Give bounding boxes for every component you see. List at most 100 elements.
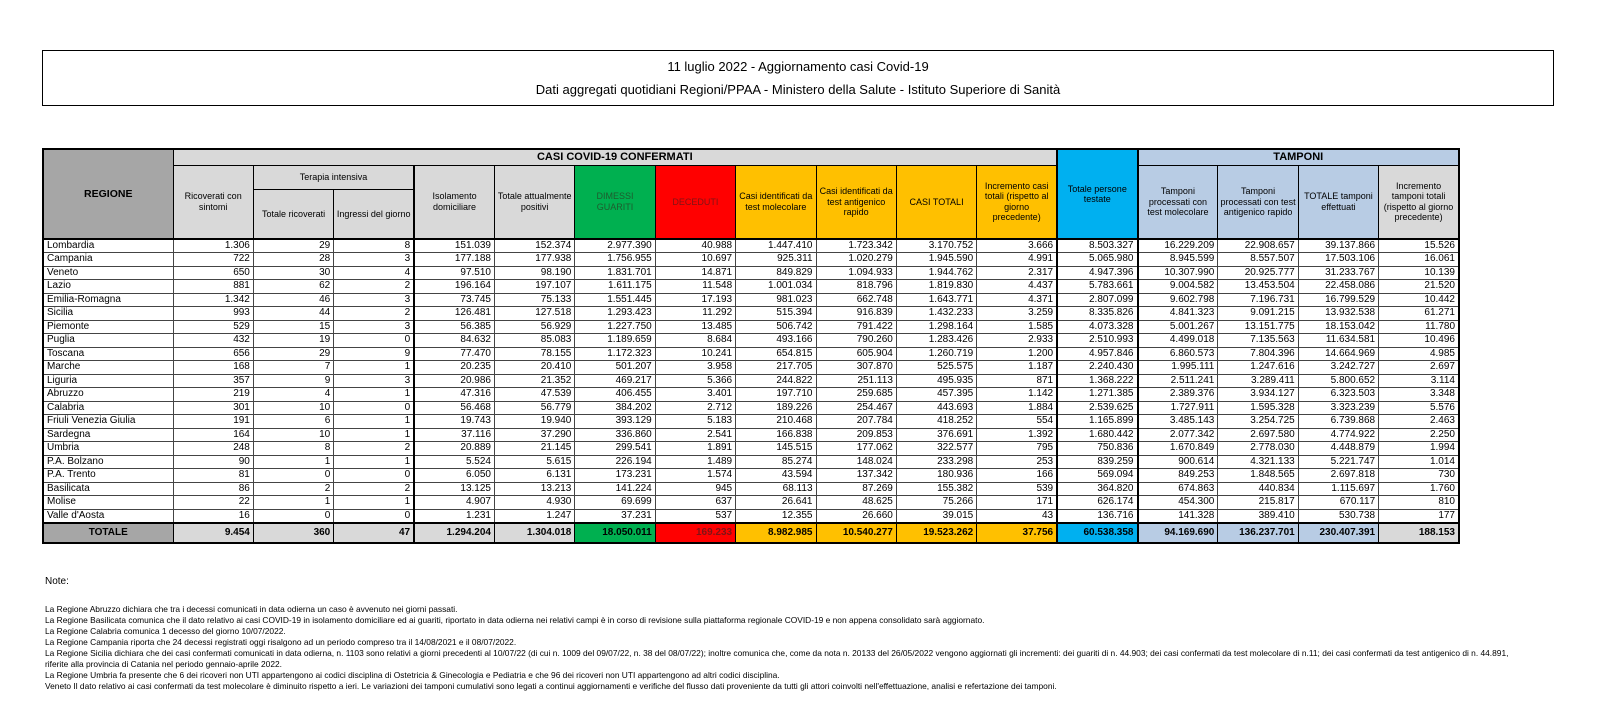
value-cell: 15.526 xyxy=(1378,238,1460,253)
value-cell: 5.221.747 xyxy=(1297,454,1380,469)
region-name: Lombardia xyxy=(42,238,174,253)
value-cell: 2.807.099 xyxy=(1056,292,1139,307)
value-cell: 2.539.625 xyxy=(1056,400,1139,415)
value-cell: 15 xyxy=(252,319,335,334)
region-name: Toscana xyxy=(42,346,174,361)
value-cell: 22 xyxy=(172,495,254,510)
value-cell: 217.705 xyxy=(735,360,817,375)
value-cell: 440.834 xyxy=(1217,481,1299,496)
value-cell: 11.548 xyxy=(654,279,737,294)
value-cell: 4.437 xyxy=(976,279,1058,294)
value-cell: 3.934.127 xyxy=(1217,387,1299,402)
col-tamponi-antigenico: Tamponi processati con test antigenico r… xyxy=(1217,164,1299,240)
value-cell: 1.723.342 xyxy=(815,238,897,253)
value-cell: 10.139 xyxy=(1378,265,1460,280)
value-cell: 215.817 xyxy=(1217,495,1299,510)
value-cell: 177.062 xyxy=(815,441,897,456)
value-cell: 90 xyxy=(172,454,254,469)
total-row: TOTALE 9.454 360 47 1.294.204 1.304.018 18.050… xyxy=(42,522,1460,543)
value-cell: 19.743 xyxy=(413,414,496,429)
value-cell: 11.292 xyxy=(654,306,737,321)
value-cell: 981.023 xyxy=(735,292,817,307)
value-cell: 1.831.701 xyxy=(574,265,656,280)
value-cell: 1.094.933 xyxy=(815,265,897,280)
table-row: Sicilia 993 44 2 126.481 127.518 1.293.423 11.2… xyxy=(42,306,1460,321)
region-name: Sicilia xyxy=(42,306,174,321)
value-cell: 2.977.390 xyxy=(574,238,656,253)
region-name: Lazio xyxy=(42,279,174,294)
value-cell: 16 xyxy=(172,508,254,523)
value-cell: 259.685 xyxy=(815,387,897,402)
value-cell: 43 xyxy=(976,508,1058,523)
col-deceduti: DECEDUTI xyxy=(654,164,737,240)
value-cell: 1.189.659 xyxy=(574,333,656,348)
region-name: Valle d'Aosta xyxy=(42,508,174,523)
col-totale-tamponi: TOTALE tamponi effettuati xyxy=(1297,164,1380,240)
value-cell: 1.884 xyxy=(976,400,1058,415)
title-box: 11 luglio 2022 - Aggiornamento casi Covi… xyxy=(42,50,1554,106)
total-value-cell: 19.523.262 xyxy=(895,522,978,543)
value-cell: 0 xyxy=(252,508,335,523)
value-cell: 4.499.018 xyxy=(1136,333,1219,348)
value-cell: 1.172.323 xyxy=(574,346,656,361)
value-cell: 148.024 xyxy=(815,454,897,469)
value-cell: 4.947.396 xyxy=(1056,265,1139,280)
region-name: Molise xyxy=(42,495,174,510)
value-cell: 2.511.241 xyxy=(1136,373,1219,388)
value-cell: 1.200 xyxy=(976,346,1058,361)
value-cell: 127.518 xyxy=(493,306,576,321)
value-cell: 69.699 xyxy=(574,495,656,510)
value-cell: 1.298.164 xyxy=(895,319,978,334)
value-cell: 4.371 xyxy=(976,292,1058,307)
note-line: La Regione Campania riporta che 24 deces… xyxy=(45,637,517,647)
value-cell: 10.307.990 xyxy=(1136,265,1219,280)
value-cell: 137.342 xyxy=(815,468,897,483)
value-cell: 849.829 xyxy=(735,265,817,280)
note-line: riferite alla provincia di Catania nel p… xyxy=(45,659,282,669)
col-casi-molecolare: Casi identificati da test molecolare xyxy=(735,164,817,240)
value-cell: 2.317 xyxy=(976,265,1058,280)
value-cell: 8 xyxy=(252,441,335,456)
value-cell: 637 xyxy=(654,495,737,510)
total-value-cell: 37.756 xyxy=(976,522,1058,543)
value-cell: 44 xyxy=(252,306,335,321)
col-casi-totali: CASI TOTALI xyxy=(895,164,978,240)
value-cell: 1.227.750 xyxy=(574,319,656,334)
value-cell: 0 xyxy=(333,508,415,523)
value-cell: 4.841.323 xyxy=(1136,306,1219,321)
value-cell: 8.557.507 xyxy=(1217,252,1299,267)
value-cell: 432 xyxy=(172,333,254,348)
value-cell: 11.634.581 xyxy=(1297,333,1380,348)
value-cell: 2.510.993 xyxy=(1056,333,1139,348)
value-cell: 384.202 xyxy=(574,400,656,415)
value-cell: 47.539 xyxy=(493,387,576,402)
value-cell: 29 xyxy=(252,238,335,253)
value-cell: 722 xyxy=(172,252,254,267)
table-row: Puglia 432 19 0 84.632 85.083 1.189.659 8.684 49… xyxy=(42,333,1460,348)
col-incremento-tamponi: Incremento tamponi totali (rispetto al g… xyxy=(1378,164,1460,240)
value-cell: 1.945.590 xyxy=(895,252,978,267)
value-cell: 254.467 xyxy=(815,400,897,415)
region-name: Puglia xyxy=(42,333,174,348)
group-header-confirmed: CASI COVID-19 CONFERMATI xyxy=(172,148,1058,166)
table-row: Piemonte 529 15 3 56.385 56.929 1.227.750 13.48… xyxy=(42,319,1460,334)
value-cell: 1.247.616 xyxy=(1217,360,1299,375)
value-cell: 197.107 xyxy=(493,279,576,294)
value-cell: 84.632 xyxy=(413,333,496,348)
value-cell: 73.745 xyxy=(413,292,496,307)
value-cell: 2.463 xyxy=(1378,414,1460,429)
value-cell: 97.510 xyxy=(413,265,496,280)
value-cell: 818.796 xyxy=(815,279,897,294)
value-cell: 18.153.042 xyxy=(1297,319,1380,334)
value-cell: 1.670.849 xyxy=(1136,441,1219,456)
value-cell: 145.515 xyxy=(735,441,817,456)
note-line: Veneto Il dato relativo ai casi conferma… xyxy=(45,681,1057,691)
value-cell: 6.131 xyxy=(493,468,576,483)
value-cell: 469.217 xyxy=(574,373,656,388)
value-cell: 13.213 xyxy=(493,481,576,496)
value-cell: 6.860.573 xyxy=(1136,346,1219,361)
total-value-cell: 47 xyxy=(333,522,415,543)
value-cell: 126.481 xyxy=(413,306,496,321)
value-cell: 2 xyxy=(333,481,415,496)
value-cell: 180.936 xyxy=(895,468,978,483)
